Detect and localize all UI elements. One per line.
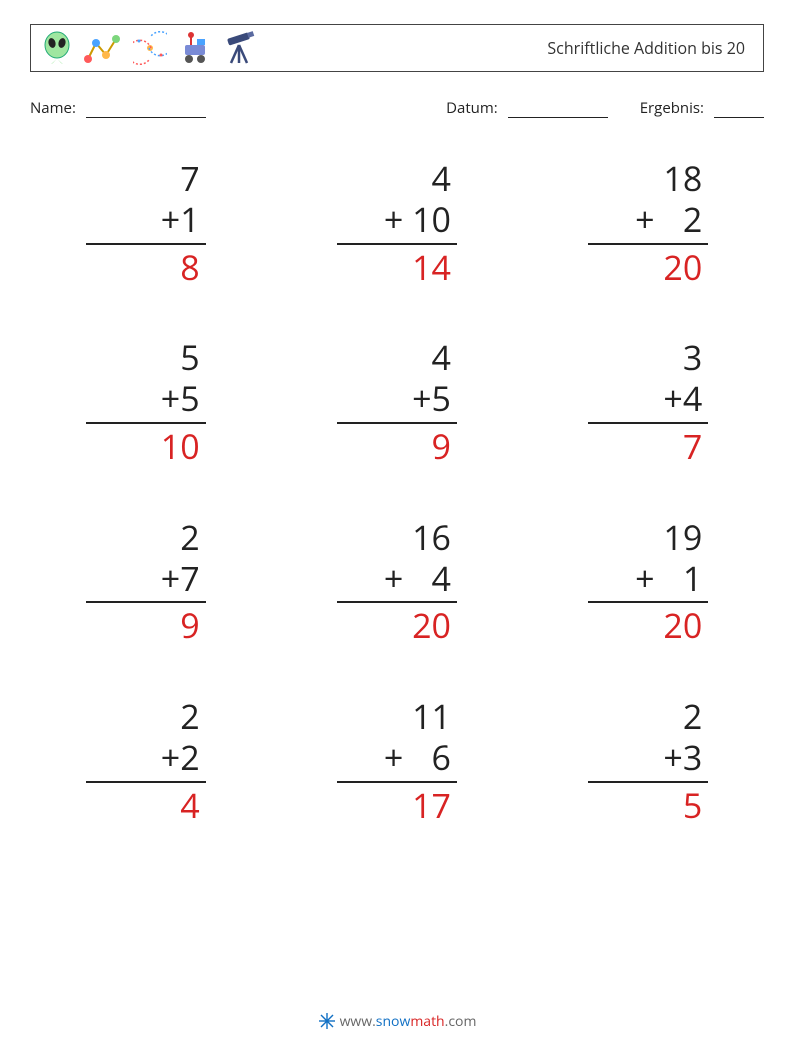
date-label: Datum: bbox=[446, 98, 498, 118]
header-band: Schriftliche Addition bis 20 bbox=[30, 24, 764, 72]
snowflake-icon bbox=[318, 1012, 336, 1030]
answer: 9 bbox=[337, 424, 457, 467]
answer: 14 bbox=[337, 245, 457, 288]
info-line: Name: Datum: Ergebnis: bbox=[30, 98, 764, 118]
operand-bottom: +3 bbox=[588, 737, 708, 783]
answer: 8 bbox=[86, 245, 206, 288]
answer: 17 bbox=[337, 783, 457, 826]
operand-top: 2 bbox=[86, 696, 206, 737]
addition-problem: 4+ 1014 bbox=[337, 158, 457, 287]
answer: 20 bbox=[337, 603, 457, 646]
problems-grid: 7+18 4+ 101418+ 2205+5104+593+472+7916+ … bbox=[30, 158, 764, 826]
operand-bottom: +2 bbox=[86, 737, 206, 783]
molecule-icon bbox=[83, 31, 123, 65]
answer: 20 bbox=[588, 603, 708, 646]
alien-icon bbox=[41, 31, 73, 65]
answer: 4 bbox=[86, 783, 206, 826]
addition-problem: 7+18 bbox=[86, 158, 206, 287]
operand-bottom: +4 bbox=[588, 378, 708, 424]
operand-top: 4 bbox=[337, 158, 457, 199]
worksheet-title: Schriftliche Addition bis 20 bbox=[547, 37, 753, 59]
name-label: Name: bbox=[30, 98, 76, 118]
addition-problem: 18+ 220 bbox=[588, 158, 708, 287]
addition-problem: 2+24 bbox=[86, 696, 206, 825]
addition-problem: 19+ 120 bbox=[588, 517, 708, 646]
footer: www.snowmath.com bbox=[0, 1012, 794, 1036]
operand-bottom: +7 bbox=[86, 558, 206, 604]
rover-icon bbox=[177, 31, 213, 65]
addition-problem: 3+47 bbox=[588, 337, 708, 466]
operand-bottom: +5 bbox=[86, 378, 206, 424]
operand-top: 18 bbox=[588, 158, 708, 199]
operand-bottom: + 10 bbox=[337, 199, 457, 245]
answer: 10 bbox=[86, 424, 206, 467]
answer: 7 bbox=[588, 424, 708, 467]
date-blank[interactable] bbox=[508, 104, 608, 118]
footer-snow: snow bbox=[376, 1012, 411, 1031]
footer-suffix: .com bbox=[445, 1012, 477, 1031]
answer: 20 bbox=[588, 245, 708, 288]
operand-bottom: +5 bbox=[337, 378, 457, 424]
addition-problem: 4+59 bbox=[337, 337, 457, 466]
name-blank[interactable] bbox=[86, 104, 206, 118]
result-label: Ergebnis: bbox=[640, 98, 704, 118]
operand-bottom: + 4 bbox=[337, 558, 457, 604]
operand-top: 7 bbox=[86, 158, 206, 199]
operand-top: 19 bbox=[588, 517, 708, 558]
operand-bottom: + 1 bbox=[588, 558, 708, 604]
operand-top: 2 bbox=[86, 517, 206, 558]
operand-top: 4 bbox=[337, 337, 457, 378]
telescope-icon bbox=[223, 31, 259, 65]
answer: 9 bbox=[86, 603, 206, 646]
answer: 5 bbox=[588, 783, 708, 826]
addition-problem: 2+79 bbox=[86, 517, 206, 646]
galaxy-icon bbox=[133, 31, 167, 65]
operand-top: 3 bbox=[588, 337, 708, 378]
addition-problem: 11+ 617 bbox=[337, 696, 457, 825]
addition-problem: 16+ 420 bbox=[337, 517, 457, 646]
name-field: Name: bbox=[30, 98, 206, 118]
operand-bottom: + 2 bbox=[588, 199, 708, 245]
operand-top: 5 bbox=[86, 337, 206, 378]
operand-bottom: + 6 bbox=[337, 737, 457, 783]
operand-top: 2 bbox=[588, 696, 708, 737]
icon-strip bbox=[41, 31, 259, 65]
footer-math: math bbox=[410, 1012, 444, 1031]
operand-bottom: +1 bbox=[86, 199, 206, 245]
operand-top: 16 bbox=[337, 517, 457, 558]
footer-prefix: www. bbox=[340, 1012, 376, 1031]
operand-top: 11 bbox=[337, 696, 457, 737]
addition-problem: 5+510 bbox=[86, 337, 206, 466]
result-blank[interactable] bbox=[714, 104, 764, 118]
addition-problem: 2+35 bbox=[588, 696, 708, 825]
worksheet-page: Schriftliche Addition bis 20 Name: Datum… bbox=[0, 0, 794, 1053]
